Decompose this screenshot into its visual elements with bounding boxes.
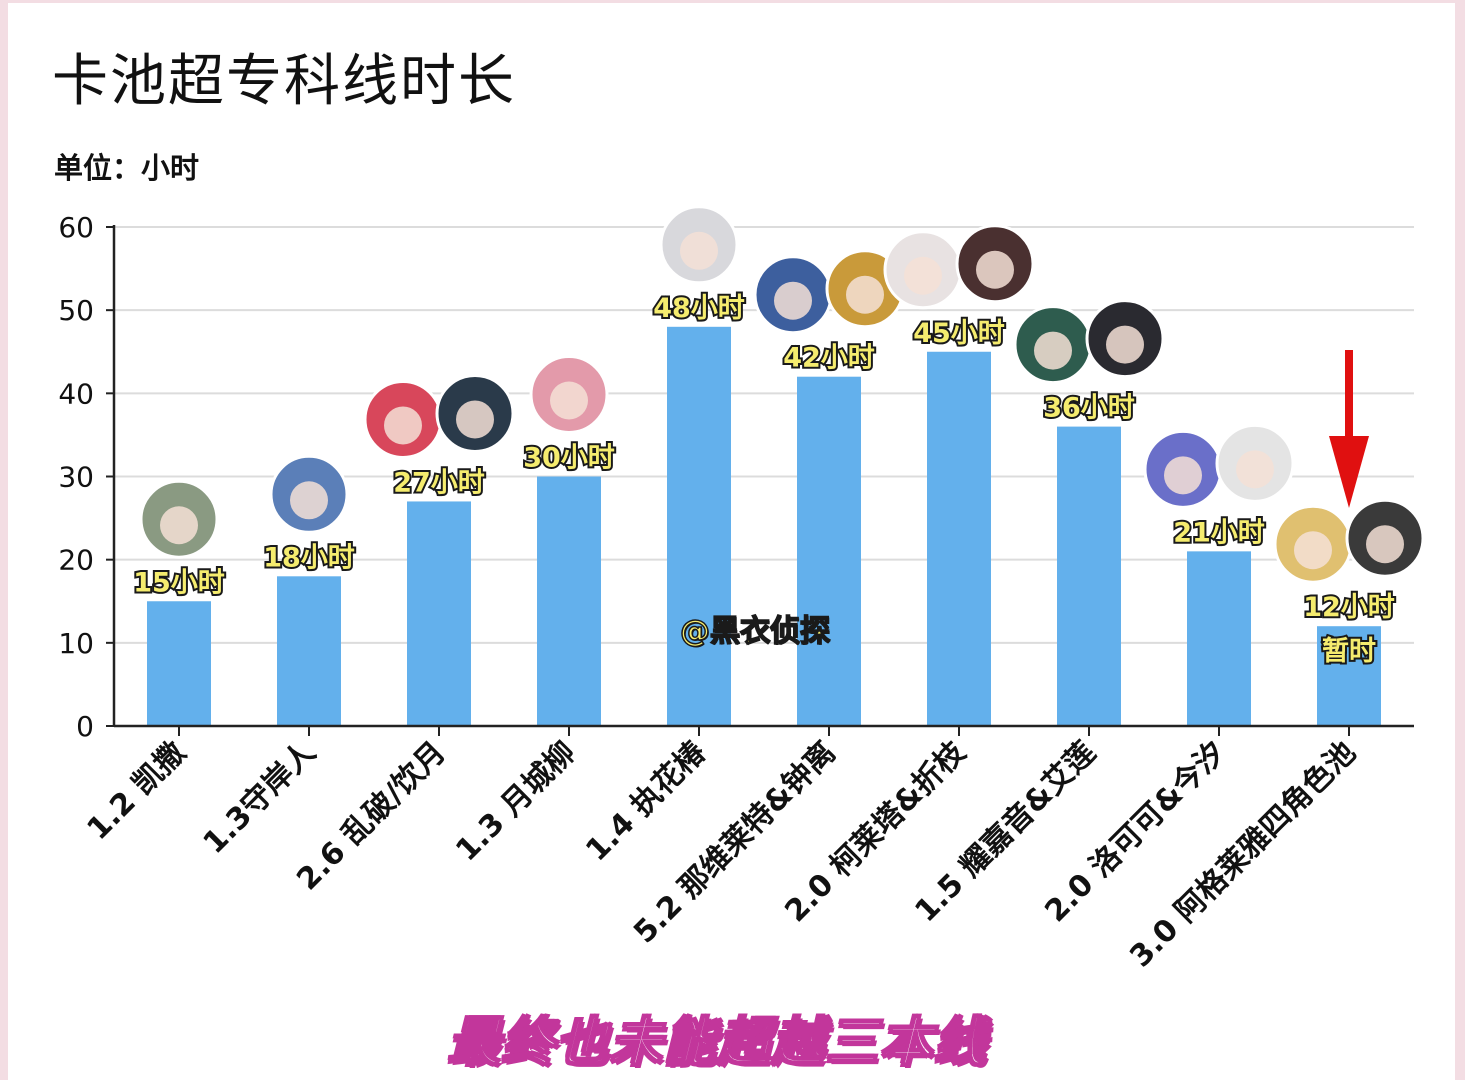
character-face-icon — [680, 231, 718, 270]
character-face-icon — [976, 250, 1014, 289]
character-face-icon — [1236, 450, 1274, 489]
value-labels: 15小时 18小时 27小时 30小时 48小时 42小时 45小时 36小时 21小时 12小时… — [131, 291, 1397, 669]
x-tick-label: 1.2 凯撒 — [81, 735, 193, 847]
character-face-icon — [290, 481, 328, 520]
y-tick-label: 10 — [58, 627, 94, 660]
y-tick-label: 20 — [58, 544, 94, 577]
x-tick-label: 1.3守岸人 — [197, 735, 323, 861]
value-label: 30小时 — [523, 443, 615, 474]
value-label: 15小时 — [133, 567, 225, 598]
y-tick-label: 50 — [58, 294, 94, 327]
arrow-head-icon — [1329, 436, 1369, 508]
bar — [147, 601, 211, 726]
x-tick-label: 1.4 执花椿 — [579, 734, 713, 868]
bars — [147, 326, 1381, 726]
character-face-icon — [846, 275, 884, 314]
value-label: 27小时 — [393, 467, 485, 498]
x-tick-label: 1.3 月城柳 — [449, 735, 582, 868]
y-tick-label: 40 — [58, 377, 94, 410]
annotation-label: 暂时 — [1322, 635, 1376, 667]
y-tick-label: 0 — [76, 710, 94, 743]
character-face-icon — [550, 381, 588, 420]
bar — [407, 501, 471, 726]
value-label: 36小时 — [1043, 393, 1135, 424]
value-label: 18小时 — [263, 542, 355, 573]
character-face-icon — [1034, 331, 1072, 370]
bar — [537, 476, 601, 726]
bar — [277, 576, 341, 726]
character-face-icon — [904, 256, 942, 295]
y-tick-labels: 0 10 20 30 40 50 60 — [58, 211, 94, 743]
y-tick-label: 60 — [58, 211, 94, 244]
character-avatars — [139, 205, 1425, 584]
character-face-icon — [456, 400, 494, 439]
value-label: 12小时 — [1303, 592, 1395, 623]
character-face-icon — [160, 506, 198, 545]
character-face-icon — [1164, 456, 1202, 495]
highlight-arrow — [1329, 350, 1369, 508]
character-face-icon — [1106, 325, 1144, 364]
value-label: 48小时 — [653, 293, 745, 324]
value-label: 45小时 — [913, 318, 1005, 349]
arrow-shaft — [1345, 350, 1353, 440]
chart-title: 卡池超专科线时长 — [52, 49, 516, 114]
video-subtitle: 最终也未能超越三本线 — [447, 1012, 989, 1074]
bar — [1187, 551, 1251, 726]
value-label: 42小时 — [783, 343, 875, 374]
y-tick-label: 30 — [58, 461, 94, 494]
character-face-icon — [774, 281, 812, 320]
bar — [927, 351, 991, 726]
bar — [1317, 626, 1381, 726]
bar — [797, 376, 861, 726]
x-tick-label: 3.0 阿格莱雅四角色池 — [1123, 735, 1362, 974]
axes — [106, 225, 1414, 736]
character-face-icon — [384, 406, 422, 445]
value-label: 21小时 — [1173, 517, 1265, 548]
character-face-icon — [1294, 531, 1332, 570]
bar — [1057, 426, 1121, 726]
bar — [667, 326, 731, 726]
watermark: @黑衣侦探 — [679, 613, 831, 650]
character-face-icon — [1366, 525, 1404, 564]
unit-label: 单位：小时 — [54, 151, 200, 185]
